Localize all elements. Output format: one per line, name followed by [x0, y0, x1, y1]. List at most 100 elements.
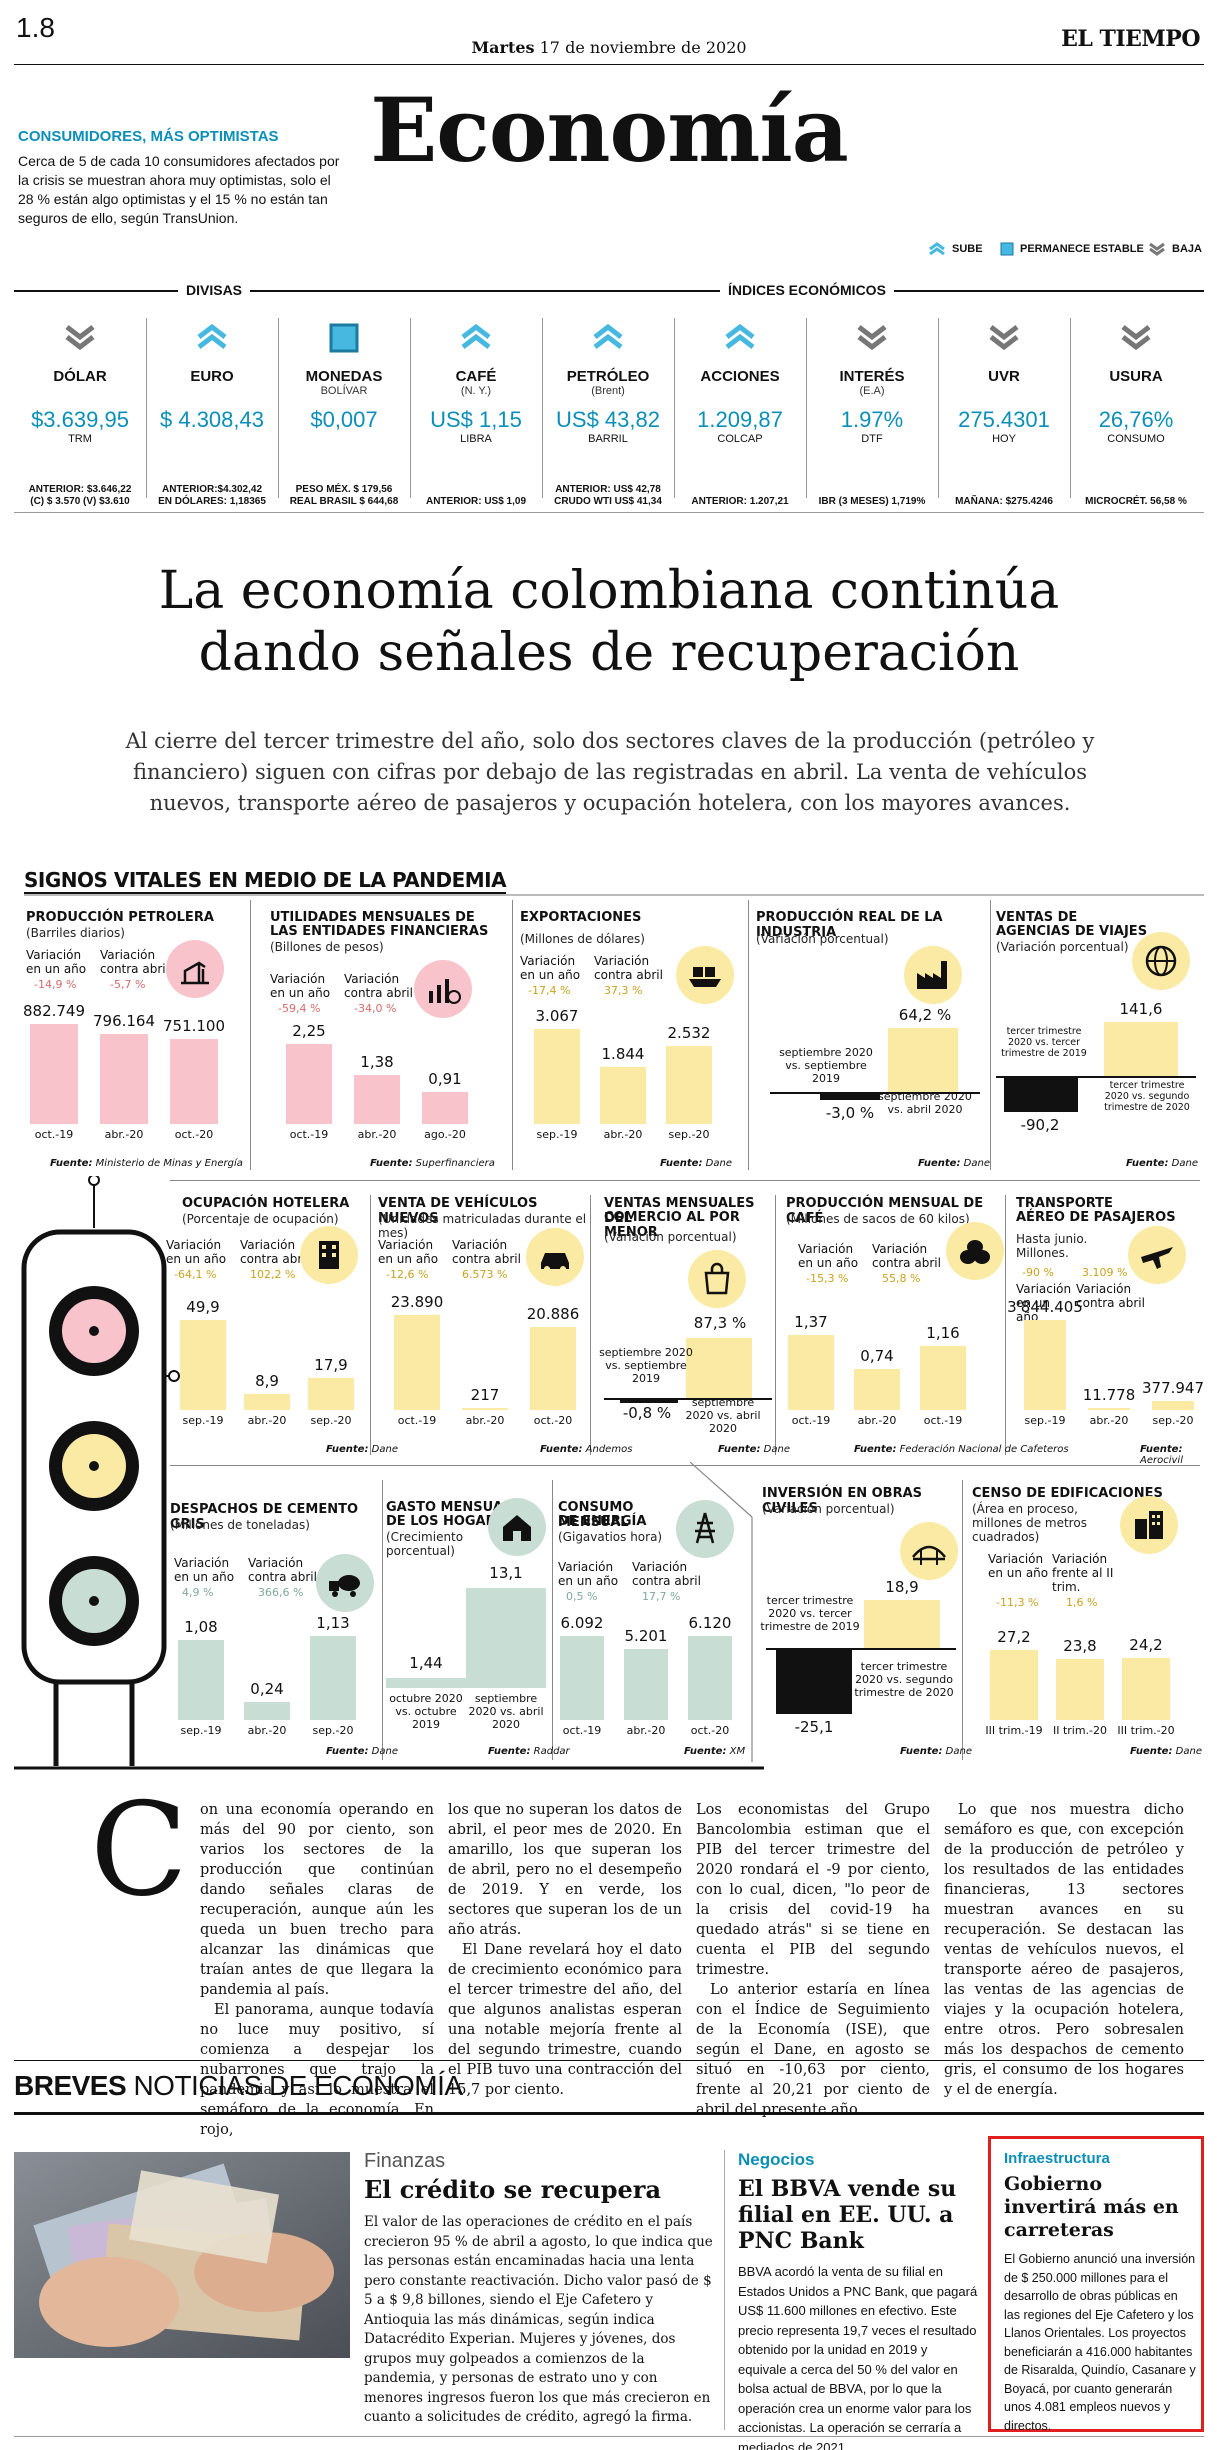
breves-header: BREVES NOTICIAS DE ECONOMÍA [14, 2070, 463, 2101]
bar [1056, 1658, 1104, 1720]
indicator-previous: ANTERIOR: $3.646,22 [28, 484, 132, 495]
stable-icon [1000, 242, 1014, 256]
bar-label: tercer trimestre 2020 vs. tercer trimest… [1001, 1026, 1087, 1059]
bar-label: III trim.-20 [1117, 1724, 1175, 1737]
source: Fuente: Dane [660, 1158, 732, 1169]
indicator-divider [938, 318, 939, 498]
bar-label: abr.-20 [247, 1414, 287, 1427]
bar-label: oct.-19 [397, 1414, 437, 1427]
bar-value: 8,9 [255, 1371, 279, 1390]
bar-value: 24,2 [1129, 1635, 1163, 1654]
bar [686, 1338, 752, 1398]
down-arrow-icon [1121, 325, 1151, 351]
page-number: 1.8 [16, 12, 55, 43]
indicator-previous: MICROCRÉT. 56,58 % [1085, 496, 1187, 507]
var-year-label: Variación en un año [520, 954, 581, 982]
source: Fuente: XM [684, 1746, 746, 1757]
bar-value: -3,0 % [825, 1104, 875, 1122]
headline-line-1: La economía colombiana continúa [158, 561, 1060, 621]
breve-finanzas: Finanzas El crédito se recupera El valor… [364, 2150, 714, 2428]
bar-value: 141,6 [1119, 1000, 1163, 1018]
bar-value: 1,44 [409, 1654, 443, 1672]
var-year-label: Variación en un año [988, 1552, 1049, 1580]
breve-body: BBVA acordó la venta de su filial en Est… [738, 2264, 978, 2450]
indicator-interés: INTERÉS (E.A) 1.97% DTF IBR (3 MESES) 1,719% [806, 318, 938, 508]
bar [244, 1393, 290, 1410]
bar-label: tercer trimestre 2020 vs. segundo trimes… [854, 1660, 954, 1699]
indicator-divider [674, 318, 675, 498]
paragraph: los que no superan los datos de abril, e… [448, 1802, 682, 1938]
var-year-label: Variación en un año [26, 948, 87, 976]
bar-label: sep.-20 [1152, 1414, 1194, 1427]
bar [422, 1091, 468, 1124]
panel-title: VENTAS DE [996, 910, 1078, 925]
panel-subtitle: (Barriles diarios) [26, 926, 125, 940]
article-column-4: Lo que nos muestra dicho semáforo es que… [944, 1800, 1184, 2100]
bar-value: 1,37 [794, 1313, 828, 1331]
indicator-name: CAFÉ [455, 368, 497, 385]
breves-rule [14, 2112, 1204, 2115]
bar-label: octubre 2020 vs. octubre 2019 [389, 1692, 463, 1731]
source: Fuente: Raddar [488, 1746, 570, 1757]
newspaper-logo: EL TIEMPO [1061, 26, 1200, 52]
source: Fuente: Andemos [540, 1444, 633, 1455]
breve-negocios: Negocios El BBVA vende su filial en EE. … [738, 2150, 978, 2450]
article-column-2: los que no superan los datos de abril, e… [448, 1800, 682, 2100]
breve-kicker: Finanzas [364, 2150, 446, 2172]
var-year-value: -15,3 % [806, 1272, 849, 1285]
bar [394, 1315, 440, 1410]
panel-title: EXPORTACIONES [520, 910, 642, 925]
bar-label: oct.-20 [174, 1128, 214, 1141]
panel-title: VENTAS MENSUALES DEL [604, 1196, 755, 1226]
panel-title: PRODUCCIÓN MENSUAL DE CAFÉ [786, 1196, 984, 1226]
bar-label: sep.-19 [182, 1414, 224, 1427]
bar-value: 3.067 [535, 1007, 579, 1025]
bar-label: abr.-20 [857, 1414, 897, 1427]
indicators-bottom-rule [14, 512, 1204, 513]
panel-subtitle: Hasta junio. Millones. [1016, 1232, 1088, 1260]
bar-label: septiembre 2020 vs. septiembre 2019 [779, 1046, 873, 1085]
divider [724, 2150, 725, 2430]
source: Fuente: Dane [718, 1444, 790, 1455]
divider [170, 1465, 1200, 1466]
down-arrow-icon [857, 325, 887, 351]
var-april-label: Variación contra abril [344, 972, 413, 1000]
breve-infraestructura: Infraestructura Gobierno invertirá más e… [1004, 2150, 1196, 2435]
bar-value: 11.778 [1082, 1386, 1136, 1404]
axis [604, 1398, 772, 1400]
bar [864, 1600, 940, 1648]
header-rule [14, 64, 1204, 65]
indicator-name: DÓLAR [53, 368, 107, 385]
source: Fuente: Federación Nacional de Cafeteros [854, 1444, 1069, 1455]
var-year-label: Variación en un año [270, 972, 331, 1000]
kicker-body: Cerca de 5 de cada 10 consumidores afect… [18, 153, 340, 226]
bar [100, 1033, 148, 1124]
var-year-value: -17,4 % [528, 984, 571, 997]
indicator-sub: (N. Y.) [460, 385, 492, 397]
cement-truck-icon [316, 1554, 374, 1612]
axis [766, 1648, 956, 1650]
source: Fuente: Dane [1130, 1746, 1202, 1757]
up-arrow-icon [593, 323, 623, 349]
divider [962, 1480, 963, 1760]
breve-title: Gobierno invertirá más en carreteras [1004, 2173, 1179, 2241]
bar [854, 1369, 900, 1410]
bar [1122, 1657, 1170, 1720]
panel-subtitle: (Millones de sacos de 60 kilos) [786, 1212, 970, 1226]
indicator-dólar: DÓLAR $3.639,95 TRM ANTERIOR: $3.646,22 (C) … [14, 318, 146, 508]
bar [534, 1029, 580, 1124]
panel-subtitle: (Variación porcentual) [756, 932, 889, 946]
panel-title: DE LOS HOGARES [386, 1514, 514, 1529]
panel-subtitle: (Unidades matriculadas durante el mes) [378, 1212, 587, 1240]
indicators-rule [14, 290, 1204, 292]
breve-infraestructura-highlight [988, 2136, 1204, 2432]
var-year-label: Variación en un año [166, 1238, 227, 1266]
source: Fuente: Dane [326, 1444, 398, 1455]
var-april-value: 366,6 % [258, 1586, 304, 1599]
bar-value: 377.947 [1141, 1379, 1205, 1398]
bar [688, 1636, 732, 1720]
bar-label: sep.-19 [536, 1128, 578, 1141]
paragraph: Lo anterior estaría en línea con el Índi… [696, 1982, 930, 2118]
indicator-previous: ANTERIOR: US$ 1,09 [425, 496, 527, 507]
bar [180, 1320, 226, 1410]
